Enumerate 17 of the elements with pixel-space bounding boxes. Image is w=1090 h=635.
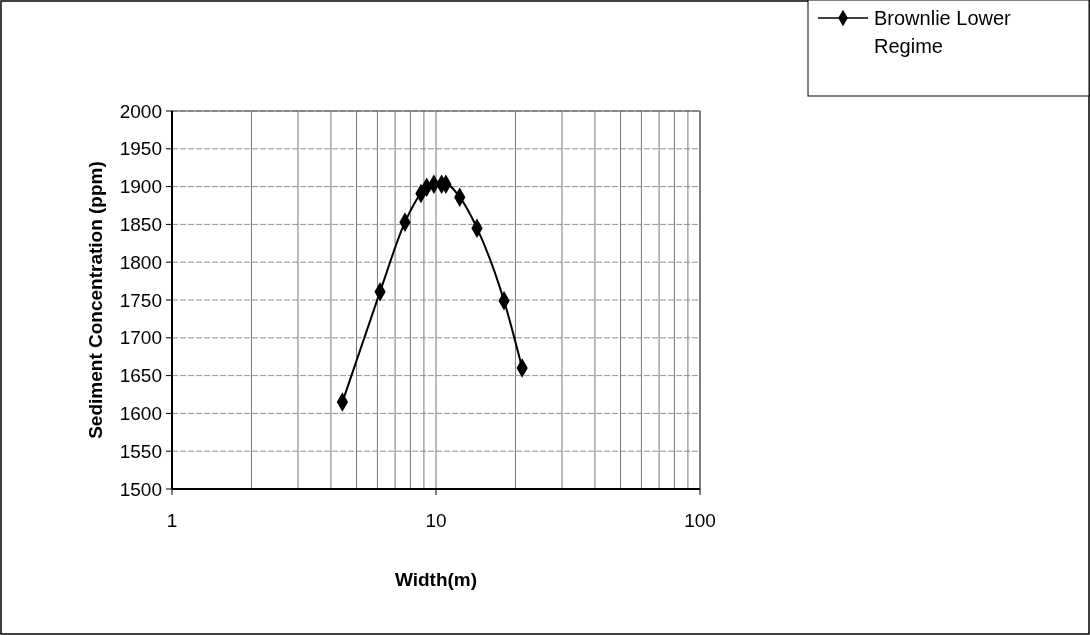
x-tick-label: 100 <box>684 510 716 531</box>
y-tick-label: 1750 <box>119 289 162 311</box>
y-tick-label: 1950 <box>119 138 162 160</box>
y-tick-label: 1500 <box>119 478 162 500</box>
y-tick-label: 1550 <box>119 440 162 462</box>
x-axis-title: Width(m) <box>394 569 478 590</box>
legend-label: Brownlie Lower Regime <box>874 7 1012 57</box>
x-tick-label: 1 <box>166 510 178 531</box>
y-tick-label: 1700 <box>119 327 162 349</box>
x-tick-label: 10 <box>425 510 447 531</box>
y-tick-label: 1800 <box>119 251 162 273</box>
y-tick-label: 1850 <box>119 214 162 236</box>
y-tick-label: 2000 <box>119 100 162 122</box>
y-tick-label: 1600 <box>119 403 162 425</box>
y-tick-label: 1650 <box>119 365 162 387</box>
y-axis-title: Sediment Concentration (ppm) <box>85 161 106 439</box>
y-tick-label: 1900 <box>119 176 162 198</box>
